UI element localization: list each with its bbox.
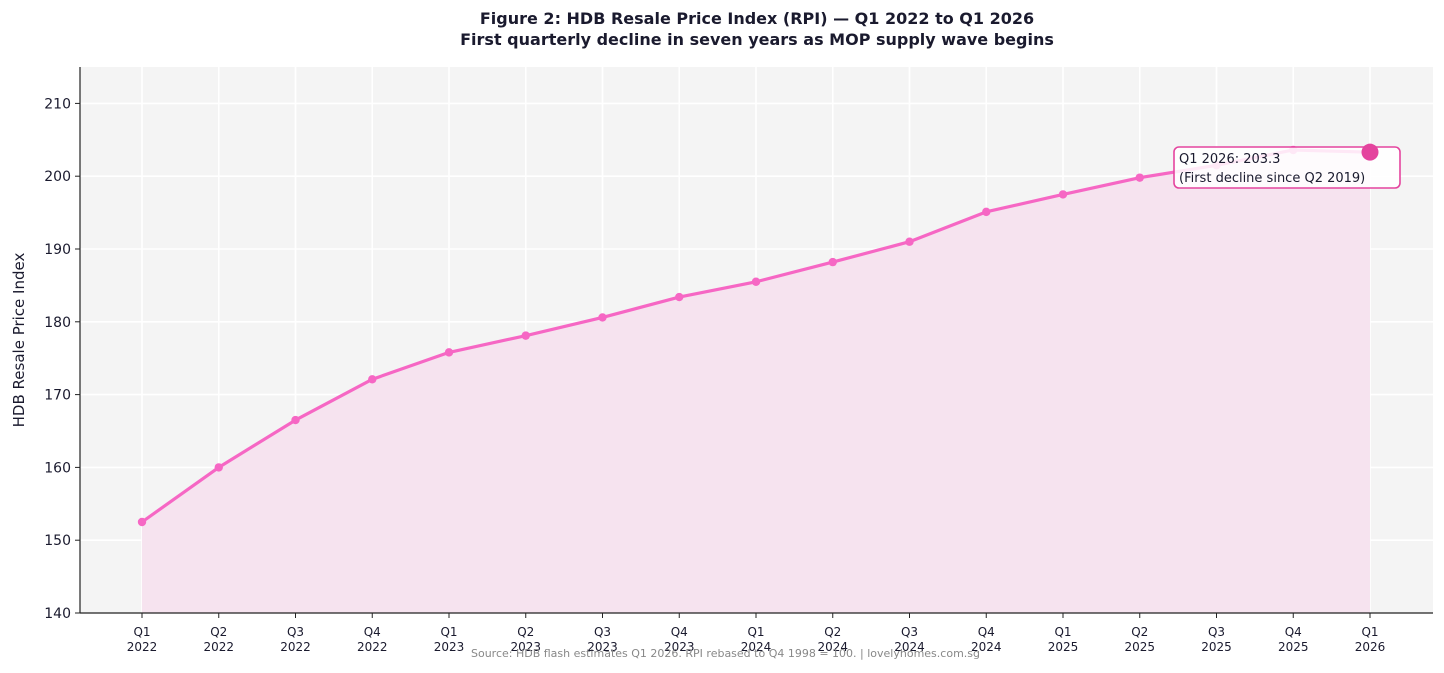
data-point: [137, 517, 147, 527]
x-tick-label-line: Q3: [287, 625, 304, 639]
chart-title: Figure 2: HDB Resale Price Index (RPI) —…: [0, 8, 1444, 50]
x-tick-label: Q4 2024: [971, 625, 1002, 654]
data-point: [1058, 190, 1068, 199]
x-tick-label: Q2 2022: [203, 625, 234, 654]
x-tick-label-line: 2024: [817, 640, 848, 654]
x-tick-label: Q4 2022: [357, 625, 388, 654]
annotation-text-line: Q1 2026: 203.3: [1179, 152, 1280, 167]
x-tick-label: Q3 2023: [587, 625, 618, 654]
x-tick-label-line: Q4: [1285, 625, 1302, 639]
data-point: [828, 257, 837, 267]
x-tick-label-line: Q2: [517, 625, 534, 639]
x-tick-label: Q3 2024: [894, 625, 925, 654]
x-tick-label: Q2 2023: [510, 625, 541, 654]
x-tick-label-line: 2024: [971, 640, 1002, 654]
chart-subtitle: First quarterly decline in seven years a…: [460, 30, 1054, 49]
x-tick-label: Q2 2024: [817, 625, 848, 654]
source-note: Source: HDB flash estimates Q1 2026. RPI…: [470, 647, 980, 660]
x-tick-label-line: Q3: [1208, 625, 1225, 639]
x-tick-label: Q1 2023: [434, 625, 465, 654]
data-point: [368, 375, 377, 384]
x-tick-label-line: Q3: [594, 625, 611, 639]
data-point: [214, 463, 223, 472]
x-tick-label-line: Q4: [671, 625, 688, 639]
x-tick-label-line: Q2: [824, 625, 841, 639]
x-tick-label-line: 2023: [587, 640, 618, 654]
data-point: [444, 348, 454, 357]
x-tick-label-line: Q1: [440, 625, 457, 639]
y-tick-label: 150: [44, 533, 71, 549]
y-tick-label: 160: [44, 460, 71, 476]
x-tick-label-line: 2022: [357, 640, 388, 654]
x-tick-label-line: 2022: [203, 640, 234, 654]
chart-title-line: Figure 2: HDB Resale Price Index (RPI) —…: [479, 9, 1035, 28]
x-tick-label-line: Q1: [747, 625, 764, 639]
data-point: [905, 237, 914, 246]
y-axis-label: HDB Resale Price Index: [10, 253, 28, 428]
x-tick-label-line: Q1: [133, 625, 150, 639]
x-tick-label-line: 2022: [280, 640, 311, 654]
x-tick-label-line: 2025: [1048, 640, 1079, 654]
x-tick-label: Q4 2025: [1278, 625, 1309, 654]
y-tick-label: 200: [44, 169, 71, 185]
data-point: [291, 415, 300, 425]
data-point: [751, 277, 761, 286]
x-tick-label-line: 2025: [1278, 640, 1309, 654]
annotation-box: [1173, 146, 1401, 189]
x-tick-label-line: 2024: [894, 640, 925, 654]
x-tick-label-line: Q2: [210, 625, 227, 639]
y-tick-label: 210: [44, 96, 71, 112]
x-tick-label-line: Q4: [978, 625, 995, 639]
x-tick-label-line: 2025: [1124, 640, 1155, 654]
x-tick-label-line: Q3: [901, 625, 918, 639]
y-tick-label: 170: [44, 388, 71, 404]
x-tick-label-line: 2026: [1355, 640, 1386, 654]
x-tick-label-line: Q1: [1054, 625, 1071, 639]
x-tick-label: Q1 2025: [1048, 625, 1079, 654]
x-tick-label: Q3 2025: [1201, 625, 1232, 654]
x-tick-label-line: 2023: [510, 640, 541, 654]
x-tick-label: Q1 2022: [127, 625, 158, 654]
area-fill: [142, 149, 1370, 613]
y-tick-label: 140: [44, 606, 71, 622]
x-tick-label-line: 2023: [434, 640, 465, 654]
x-tick-label: Q1 2026: [1355, 625, 1386, 654]
annotation-text: Q1 2026: 203.3 (First decline since Q2 20…: [1179, 152, 1365, 186]
x-tick-label: Q2 2025: [1124, 625, 1155, 654]
data-point: [982, 207, 991, 217]
x-tick-label-line: 2023: [664, 640, 695, 654]
y-tick-label: 190: [44, 242, 71, 258]
highlight-point: [1361, 143, 1379, 161]
x-tick-label-line: Q1: [1361, 625, 1378, 639]
x-tick-label: Q1 2024: [741, 625, 772, 654]
data-point: [1135, 173, 1144, 182]
data-point: [675, 292, 684, 302]
x-tick-label-line: 2025: [1201, 640, 1232, 654]
annotation-text-line: (First decline since Q2 2019): [1179, 171, 1365, 186]
x-tick-label-line: 2022: [127, 640, 158, 654]
x-tick-label-line: 2024: [741, 640, 772, 654]
x-tick-label-line: Q4: [364, 625, 381, 639]
x-tick-label: Q3 2022: [280, 625, 311, 654]
data-point: [598, 313, 607, 322]
y-tick-label: 180: [44, 315, 71, 331]
x-tick-label-line: Q2: [1131, 625, 1148, 639]
data-point: [521, 331, 530, 340]
x-tick-label: Q4 2023: [664, 625, 695, 654]
